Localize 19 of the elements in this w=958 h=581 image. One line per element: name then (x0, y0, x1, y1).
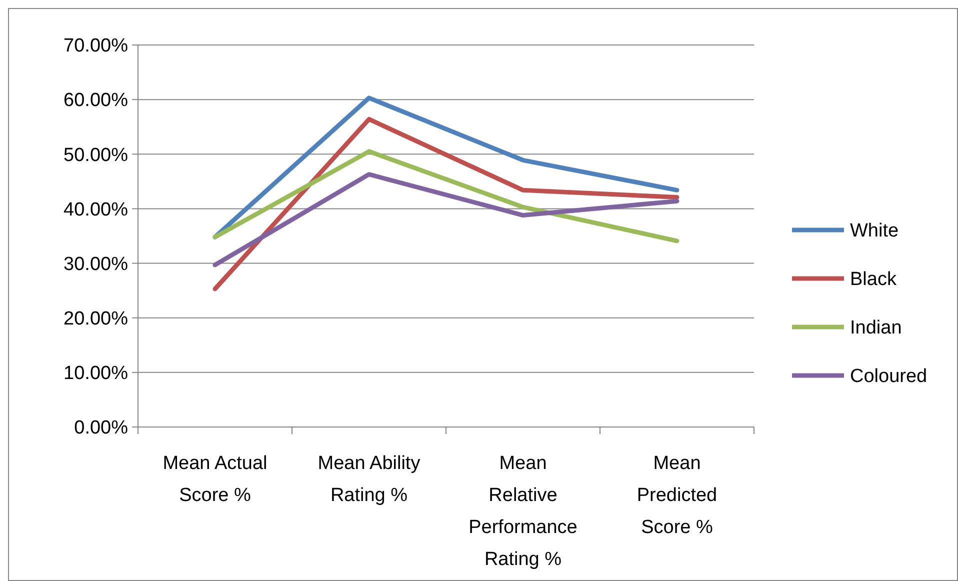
legend-label: Coloured (850, 366, 928, 388)
y-tick-label: 10.00% (64, 363, 128, 384)
line-series (212, 149, 680, 244)
y-tick-label: 70.00% (64, 36, 128, 57)
legend-label: Indian (850, 318, 902, 339)
y-tick-label: 0.00% (74, 418, 128, 439)
x-tick-label: Mean Predicted Score % (636, 453, 718, 538)
y-tick-label: 50.00% (64, 144, 128, 166)
legend-label: White (850, 220, 899, 242)
line-series (212, 116, 680, 292)
x-tick-label: Mean Relative Performance Rating % (468, 453, 578, 570)
x-tick-label: Mean Ability Rating % (318, 453, 421, 506)
line-series (212, 172, 680, 268)
y-tick-label: 40.00% (64, 199, 128, 220)
legend-label: Black (850, 269, 897, 290)
y-tick-label: 60.00% (64, 90, 128, 112)
y-tick-label: 20.00% (64, 308, 128, 330)
y-tick-label: 30.00% (64, 254, 128, 275)
x-tick-label: Mean Actual Score % (162, 453, 268, 506)
